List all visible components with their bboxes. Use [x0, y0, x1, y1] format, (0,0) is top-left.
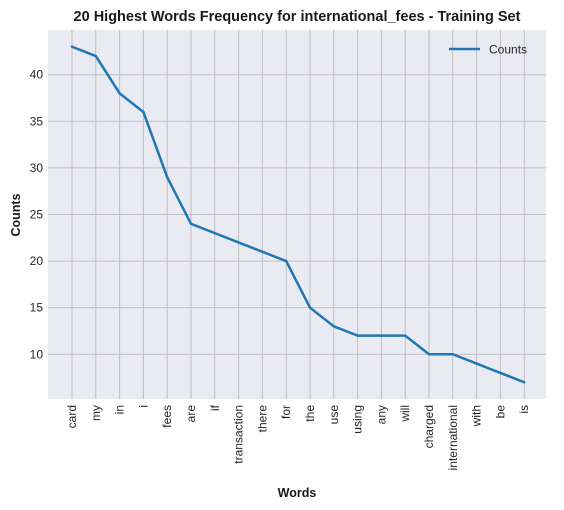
data-point — [94, 54, 98, 58]
data-point — [166, 176, 169, 179]
x-tick-label: are — [184, 405, 198, 423]
x-axis-ticks: card my in i fees are if transaction there for the… — [65, 404, 531, 470]
legend: Counts — [449, 43, 527, 57]
x-tick-label: card — [65, 405, 79, 428]
data-point — [380, 334, 383, 337]
x-tick-label: be — [493, 405, 507, 419]
x-tick-label: using — [351, 405, 365, 434]
y-tick-label: 30 — [30, 161, 44, 175]
data-point — [475, 362, 478, 365]
x-tick-label: will — [398, 405, 412, 423]
data-point — [523, 381, 526, 384]
y-tick-label: 25 — [30, 208, 44, 222]
series-line-counts — [70, 45, 526, 384]
data-point — [427, 353, 431, 356]
data-point — [118, 92, 121, 95]
data-point — [308, 306, 312, 309]
x-tick-label: for — [279, 405, 293, 419]
x-tick-label: my — [89, 405, 103, 421]
x-tick-label: international — [446, 405, 460, 470]
data-point — [332, 325, 335, 328]
legend-label-counts: Counts — [489, 43, 527, 57]
x-tick-label: is — [517, 405, 531, 414]
x-tick-label: in — [113, 405, 127, 414]
x-tick-label: i — [136, 405, 150, 408]
y-tick-label: 35 — [30, 114, 44, 128]
x-tick-label: transaction — [232, 405, 246, 464]
x-axis-label: Words — [278, 486, 317, 500]
grid-lines — [48, 30, 546, 399]
y-tick-label: 15 — [30, 301, 44, 315]
x-tick-label: charged — [422, 405, 436, 448]
series-layer — [70, 45, 526, 384]
x-tick-label: there — [255, 405, 269, 433]
x-tick-label: the — [303, 405, 317, 422]
data-point — [237, 241, 240, 244]
x-tick-label: any — [374, 405, 388, 424]
y-tick-label: 20 — [30, 254, 44, 268]
x-tick-label: use — [327, 405, 341, 425]
y-tick-label: 10 — [30, 347, 44, 361]
data-point — [261, 250, 264, 253]
x-tick-label: fees — [160, 405, 174, 428]
data-point — [499, 371, 502, 375]
y-tick-label: 40 — [30, 68, 44, 82]
x-tick-label: with — [470, 405, 484, 427]
y-axis-label: Counts — [9, 193, 23, 236]
data-point — [142, 110, 145, 114]
data-point — [404, 334, 407, 337]
y-axis-ticks: 10 15 20 25 30 35 40 — [30, 68, 44, 362]
data-point — [70, 45, 74, 48]
x-tick-label: if — [208, 404, 222, 411]
data-point — [189, 222, 193, 226]
data-point — [356, 334, 359, 337]
chart-title: 20 Highest Words Frequency for internati… — [74, 9, 521, 25]
data-point — [285, 259, 288, 263]
data-point — [451, 353, 454, 356]
data-point — [213, 231, 216, 235]
